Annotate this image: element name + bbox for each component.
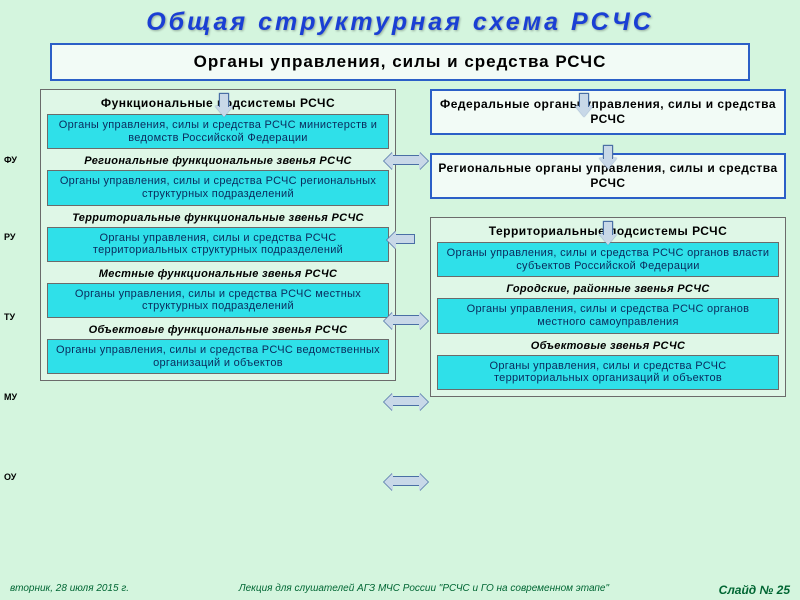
arrow-left-icon (395, 234, 415, 244)
arrow-down-icon (575, 106, 593, 117)
side-label: ФУ (4, 155, 17, 165)
sub-title: Объектовые функциональные звенья РСЧС (47, 318, 389, 339)
arrow-down-icon (599, 158, 617, 169)
arrow-bi-icon (392, 155, 420, 165)
footer-center: Лекция для слушателей АГЗ МЧС России "РС… (129, 583, 719, 597)
left-column: Функциональные подсистемы РСЧС Органы уп… (40, 89, 396, 400)
footer: вторник, 28 июля 2015 г. Лекция для слуш… (10, 583, 790, 597)
info-box: Органы управления, силы и средства РСЧС … (47, 170, 389, 205)
plain-box: Федеральные органы управления, силы и ср… (430, 89, 786, 135)
info-box: Органы управления, силы и средства РСЧС … (437, 298, 779, 333)
info-box: Органы управления, силы и средства РСЧС … (47, 227, 389, 262)
sub-title: Объектовые звенья РСЧС (437, 334, 779, 355)
side-label: РУ (4, 232, 15, 242)
arrow-down-icon (599, 234, 617, 245)
header-box: Органы управления, силы и средства РСЧС (50, 43, 750, 81)
footer-date: вторник, 28 июля 2015 г. (10, 583, 129, 597)
functional-panel: Функциональные подсистемы РСЧС Органы уп… (40, 89, 396, 381)
arrow-bi-icon (392, 315, 420, 325)
sub-title: Региональные функциональные звенья РСЧС (47, 149, 389, 170)
info-box: Органы управления, силы и средства РСЧС … (437, 355, 779, 390)
sub-title: Городские, районные звенья РСЧС (437, 277, 779, 298)
slide-page: Общая структурная схема РСЧС Органы упра… (0, 0, 800, 600)
right-column: Федеральные органы управления, силы и ср… (430, 89, 786, 400)
info-box: Органы управления, силы и средства РСЧС … (437, 242, 779, 277)
sub-title: Территориальные функциональные звенья РС… (47, 206, 389, 227)
side-label: МУ (4, 392, 17, 402)
info-box: Органы управления, силы и средства РСЧС … (47, 283, 389, 318)
arrow-down-icon (215, 106, 233, 117)
arrow-bi-icon (392, 396, 420, 406)
info-box: Органы управления, силы и средства РСЧС … (47, 339, 389, 374)
arrow-bi-icon (392, 476, 420, 486)
info-box: Органы управления, силы и средства РСЧС … (47, 114, 389, 149)
side-label: ОУ (4, 472, 16, 482)
sub-title: Местные функциональные звенья РСЧС (47, 262, 389, 283)
footer-slide-number: Слайд № 25 (719, 583, 790, 597)
side-label: ТУ (4, 312, 15, 322)
columns-wrapper: Функциональные подсистемы РСЧС Органы уп… (10, 89, 790, 400)
slide-title: Общая структурная схема РСЧС (10, 8, 790, 37)
